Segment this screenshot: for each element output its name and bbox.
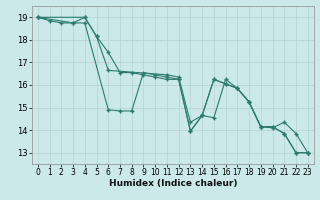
X-axis label: Humidex (Indice chaleur): Humidex (Indice chaleur) [108,179,237,188]
